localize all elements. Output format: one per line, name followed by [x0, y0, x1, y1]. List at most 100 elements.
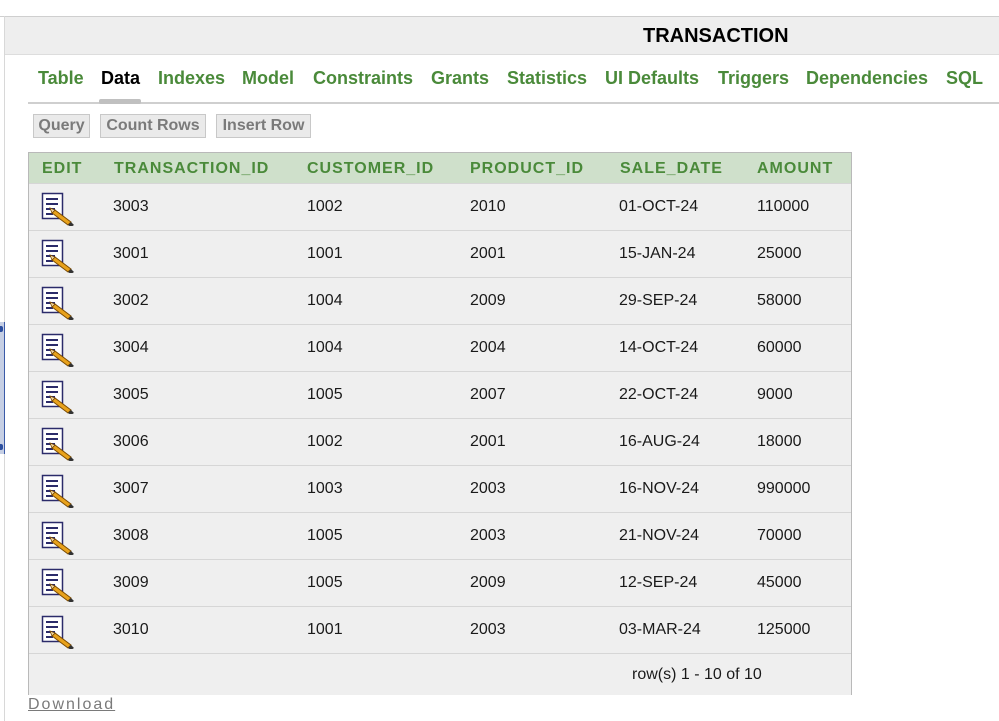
- edit-record-icon[interactable]: [41, 474, 79, 509]
- cell-sale-date: 21-NOV-24: [619, 527, 700, 544]
- cell-transaction-id: 3003: [113, 198, 149, 215]
- edit-record-icon[interactable]: [41, 286, 79, 321]
- tab-model[interactable]: Model: [242, 68, 294, 88]
- cell-amount: 25000: [757, 245, 802, 262]
- cell-customer-id: 1005: [307, 574, 343, 591]
- edit-record-icon[interactable]: [41, 427, 79, 462]
- cell-product-id: 2001: [470, 245, 506, 262]
- tab-table[interactable]: Table: [38, 68, 84, 88]
- cell-customer-id: 1001: [307, 621, 343, 638]
- table-row: 3009 1005 2009 12-SEP-24 45000: [29, 559, 851, 606]
- cell-customer-id: 1003: [307, 480, 343, 497]
- column-header-amount[interactable]: AMOUNT: [757, 160, 834, 177]
- column-header-sale-date[interactable]: SALE_DATE: [620, 160, 723, 177]
- cell-product-id: 2001: [470, 433, 506, 450]
- table-row: 3010 1001 2003 03-MAR-24 125000: [29, 606, 851, 653]
- tab-grants[interactable]: Grants: [431, 68, 490, 88]
- cell-product-id: 2010: [470, 198, 506, 215]
- tab-ui-defaults[interactable]: UI Defaults: [605, 68, 700, 88]
- grid-header: EDIT TRANSACTION_ID CUSTOMER_ID PRODUCT_…: [29, 153, 851, 183]
- cell-product-id: 2003: [470, 527, 506, 544]
- cell-product-id: 2009: [470, 292, 506, 309]
- tab-data[interactable]: Data: [101, 68, 141, 88]
- table-row: 3008 1005 2003 21-NOV-24 70000: [29, 512, 851, 559]
- edit-record-icon[interactable]: [41, 615, 79, 650]
- cell-sale-date: 03-MAR-24: [619, 621, 701, 638]
- cell-sale-date: 16-NOV-24: [619, 480, 700, 497]
- insert-row-button[interactable]: Insert Row: [216, 114, 311, 138]
- table-row: 3002 1004 2009 29-SEP-24 58000: [29, 277, 851, 324]
- cell-transaction-id: 3007: [113, 480, 149, 497]
- object-title: TRANSACTION: [643, 25, 789, 47]
- cell-sale-date: 29-SEP-24: [619, 292, 698, 309]
- tabs-divider: [28, 102, 999, 104]
- column-header-product-id[interactable]: PRODUCT_ID: [470, 160, 585, 177]
- cell-sale-date: 22-OCT-24: [619, 386, 699, 403]
- edit-record-icon[interactable]: [41, 380, 79, 415]
- cell-sale-date: 16-AUG-24: [619, 433, 700, 450]
- splitter-handle[interactable]: [0, 322, 5, 454]
- table-row: 3004 1004 2004 14-OCT-24 60000: [29, 324, 851, 371]
- edit-record-icon[interactable]: [41, 192, 79, 227]
- tab-statistics[interactable]: Statistics: [507, 68, 588, 88]
- cell-transaction-id: 3009: [113, 574, 149, 591]
- cell-product-id: 2004: [470, 339, 506, 356]
- tab-sql[interactable]: SQL: [946, 68, 984, 88]
- query-button[interactable]: Query: [33, 114, 90, 138]
- cell-product-id: 2003: [470, 621, 506, 638]
- edit-record-icon[interactable]: [41, 333, 79, 368]
- cell-transaction-id: 3004: [113, 339, 149, 356]
- cell-product-id: 2003: [470, 480, 506, 497]
- cell-amount: 990000: [757, 480, 811, 497]
- table-row: 3005 1005 2007 22-OCT-24 9000: [29, 371, 851, 418]
- edit-record-icon[interactable]: [41, 568, 79, 603]
- cell-product-id: 2007: [470, 386, 506, 403]
- grid-footer: row(s) 1 - 10 of 10: [29, 653, 851, 695]
- count-rows-button[interactable]: Count Rows: [100, 114, 206, 138]
- table-row: 3003 1002 2010 01-OCT-24 110000: [29, 183, 851, 230]
- cell-sale-date: 15-JAN-24: [619, 245, 696, 262]
- table-row: 3007 1003 2003 16-NOV-24 990000: [29, 465, 851, 512]
- table-row: 3001 1001 2001 15-JAN-24 25000: [29, 230, 851, 277]
- cell-customer-id: 1005: [307, 386, 343, 403]
- cell-sale-date: 12-SEP-24: [619, 574, 698, 591]
- column-header-transaction-id[interactable]: TRANSACTION_ID: [114, 160, 270, 177]
- tab-triggers[interactable]: Triggers: [718, 68, 790, 88]
- cell-amount: 70000: [757, 527, 802, 544]
- cell-amount: 58000: [757, 292, 802, 309]
- splitter-dot: [0, 326, 3, 332]
- cell-amount: 45000: [757, 574, 802, 591]
- tab-indexes[interactable]: Indexes: [158, 68, 226, 88]
- splitter-dot: [0, 444, 3, 450]
- edit-record-icon[interactable]: [41, 521, 79, 556]
- cell-amount: 60000: [757, 339, 802, 356]
- cell-sale-date: 01-OCT-24: [619, 198, 699, 215]
- tab-constraints[interactable]: Constraints: [313, 68, 414, 88]
- cell-customer-id: 1005: [307, 527, 343, 544]
- edit-record-icon[interactable]: [41, 239, 79, 274]
- object-tabs: Table Data Indexes Model Constraints Gra…: [28, 68, 999, 104]
- cell-customer-id: 1002: [307, 433, 343, 450]
- table-row: 3006 1002 2001 16-AUG-24 18000: [29, 418, 851, 465]
- pagination-text: row(s) 1 - 10 of 10: [632, 666, 762, 683]
- cell-transaction-id: 3008: [113, 527, 149, 544]
- cell-sale-date: 14-OCT-24: [619, 339, 699, 356]
- cell-amount: 18000: [757, 433, 802, 450]
- data-grid: EDIT TRANSACTION_ID CUSTOMER_ID PRODUCT_…: [28, 152, 852, 695]
- active-tab-indicator: [99, 99, 141, 104]
- cell-customer-id: 1001: [307, 245, 343, 262]
- cell-amount: 110000: [757, 198, 810, 215]
- tab-dependencies[interactable]: Dependencies: [806, 68, 929, 88]
- cell-transaction-id: 3002: [113, 292, 149, 309]
- cell-transaction-id: 3001: [113, 245, 149, 262]
- top-divider: [0, 16, 999, 17]
- download-link[interactable]: Download: [28, 696, 116, 713]
- cell-transaction-id: 3006: [113, 433, 149, 450]
- column-header-edit: EDIT: [42, 160, 83, 177]
- cell-amount: 125000: [757, 621, 811, 638]
- cell-amount: 9000: [757, 386, 793, 403]
- cell-customer-id: 1004: [307, 292, 343, 309]
- column-header-customer-id[interactable]: CUSTOMER_ID: [307, 160, 435, 177]
- cell-product-id: 2009: [470, 574, 506, 591]
- cell-customer-id: 1002: [307, 198, 343, 215]
